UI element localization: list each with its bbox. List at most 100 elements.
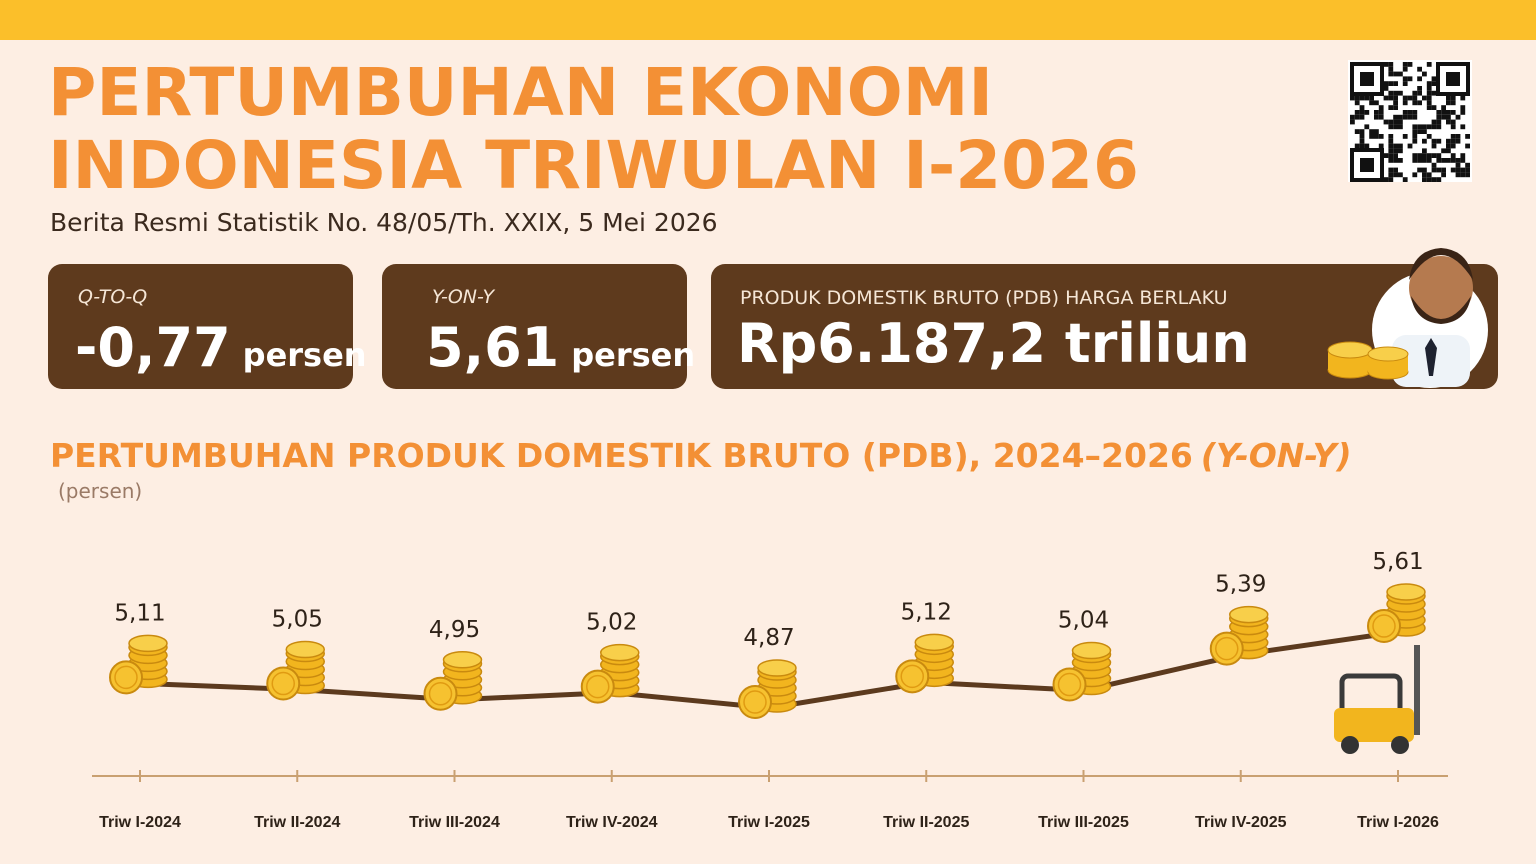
qr-cell xyxy=(1369,129,1374,134)
card-label: Y-ON-Y xyxy=(432,286,495,308)
value-label: 5,39 xyxy=(1215,572,1266,598)
qr-cell xyxy=(1431,167,1437,173)
qr-cell xyxy=(1378,114,1384,120)
qr-cell xyxy=(1407,110,1413,115)
qr-cell xyxy=(1426,177,1432,182)
qr-cell xyxy=(1359,138,1365,144)
qr-cell xyxy=(1450,100,1456,106)
qr-cell xyxy=(1450,167,1456,173)
qr-cell xyxy=(1407,76,1413,82)
value-label: 5,05 xyxy=(272,607,323,633)
qr-cell xyxy=(1450,134,1456,139)
qr-cell xyxy=(1417,124,1422,130)
qr-cell xyxy=(1431,177,1437,182)
qr-cell xyxy=(1450,143,1456,149)
value-label: 5,02 xyxy=(586,610,637,636)
qr-cell xyxy=(1393,105,1398,110)
qr-cell xyxy=(1398,158,1403,163)
qr-cell xyxy=(1388,66,1394,72)
qr-cell xyxy=(1460,167,1466,173)
title-line-1: PERTUMBUHAN EKONOMI xyxy=(48,54,993,131)
qr-cell xyxy=(1364,143,1370,149)
qr-cell xyxy=(1393,119,1398,125)
card-value: -0,77 persen xyxy=(75,316,367,379)
qr-cell xyxy=(1383,177,1389,182)
qr-cell xyxy=(1378,143,1384,149)
qr-cell xyxy=(1441,105,1446,110)
qr-cell xyxy=(1393,114,1398,120)
coin-front-inner xyxy=(271,671,295,696)
qr-cell xyxy=(1393,153,1398,158)
qr-cell xyxy=(1455,134,1461,139)
qr-cell xyxy=(1426,95,1432,101)
qr-cell xyxy=(1393,81,1398,86)
qr-cell xyxy=(1446,100,1451,106)
qr-cell xyxy=(1393,148,1398,154)
coin-stack xyxy=(580,643,640,704)
qr-cell xyxy=(1359,143,1365,149)
qr-cell xyxy=(1426,100,1432,106)
qr-cell xyxy=(1431,143,1437,149)
qr-cell xyxy=(1441,148,1446,154)
qr-cell xyxy=(1388,158,1394,163)
x-tick-label: Triw I-2024 xyxy=(99,814,181,831)
qr-cell xyxy=(1412,124,1418,130)
qr-cell xyxy=(1426,81,1432,86)
qr-cell xyxy=(1388,134,1394,139)
coin-top xyxy=(1229,605,1269,624)
qr-cell xyxy=(1450,153,1456,158)
qr-cell xyxy=(1426,105,1432,110)
qr-cell xyxy=(1412,134,1418,139)
qr-cell xyxy=(1455,162,1461,168)
qr-cell xyxy=(1465,143,1470,149)
qr-cell xyxy=(1393,158,1398,163)
qr-cell xyxy=(1422,177,1427,182)
card-label: PRODUK DOMESTIK BRUTO (PDB) HARGA BERLAK… xyxy=(740,287,1228,309)
forklift-illustration xyxy=(1334,645,1420,754)
qr-cell xyxy=(1388,62,1394,67)
qr-cell xyxy=(1383,95,1389,101)
qr-cell xyxy=(1402,62,1408,67)
qr-cell xyxy=(1393,172,1398,178)
x-tick-label: Triw II-2024 xyxy=(254,814,340,831)
qr-cell xyxy=(1374,129,1379,134)
qr-cell xyxy=(1446,95,1451,101)
coin-top xyxy=(1386,583,1426,601)
qr-cell xyxy=(1422,148,1427,154)
qr-cell xyxy=(1393,100,1398,106)
qr-cell xyxy=(1383,153,1389,158)
qr-cell xyxy=(1426,90,1432,96)
qr-cell xyxy=(1393,90,1398,96)
card-unit: persen xyxy=(243,336,367,374)
qr-cell xyxy=(1431,81,1437,86)
qr-code xyxy=(1348,60,1472,182)
coin-front-inner xyxy=(900,664,924,689)
qr-cell xyxy=(1446,138,1451,144)
qr-cell xyxy=(1369,134,1374,139)
qr-cell xyxy=(1369,100,1374,106)
qr-cell xyxy=(1378,134,1384,139)
qr-cell xyxy=(1412,114,1418,120)
qr-cell xyxy=(1450,119,1456,125)
card-yony xyxy=(382,264,687,389)
qr-cell xyxy=(1402,76,1408,82)
card-number: Rp6.187,2 triliun xyxy=(737,312,1250,375)
coin-front-inner xyxy=(428,682,453,706)
qr-cell xyxy=(1422,167,1427,173)
qr-cell xyxy=(1431,76,1437,82)
qr-cell xyxy=(1422,172,1427,178)
qr-cell xyxy=(1359,110,1365,115)
qr-cell xyxy=(1417,66,1422,72)
qr-cell xyxy=(1460,95,1466,101)
qr-cell xyxy=(1354,114,1360,120)
coin-front-inner xyxy=(586,674,610,699)
qr-cell xyxy=(1383,86,1389,91)
qr-cell xyxy=(1412,158,1418,163)
qr-cell xyxy=(1422,158,1427,163)
qr-cell xyxy=(1446,148,1451,154)
qr-cell xyxy=(1388,71,1394,77)
qr-cell xyxy=(1402,134,1408,139)
qr-cell xyxy=(1450,95,1456,101)
qr-cell xyxy=(1388,167,1394,173)
